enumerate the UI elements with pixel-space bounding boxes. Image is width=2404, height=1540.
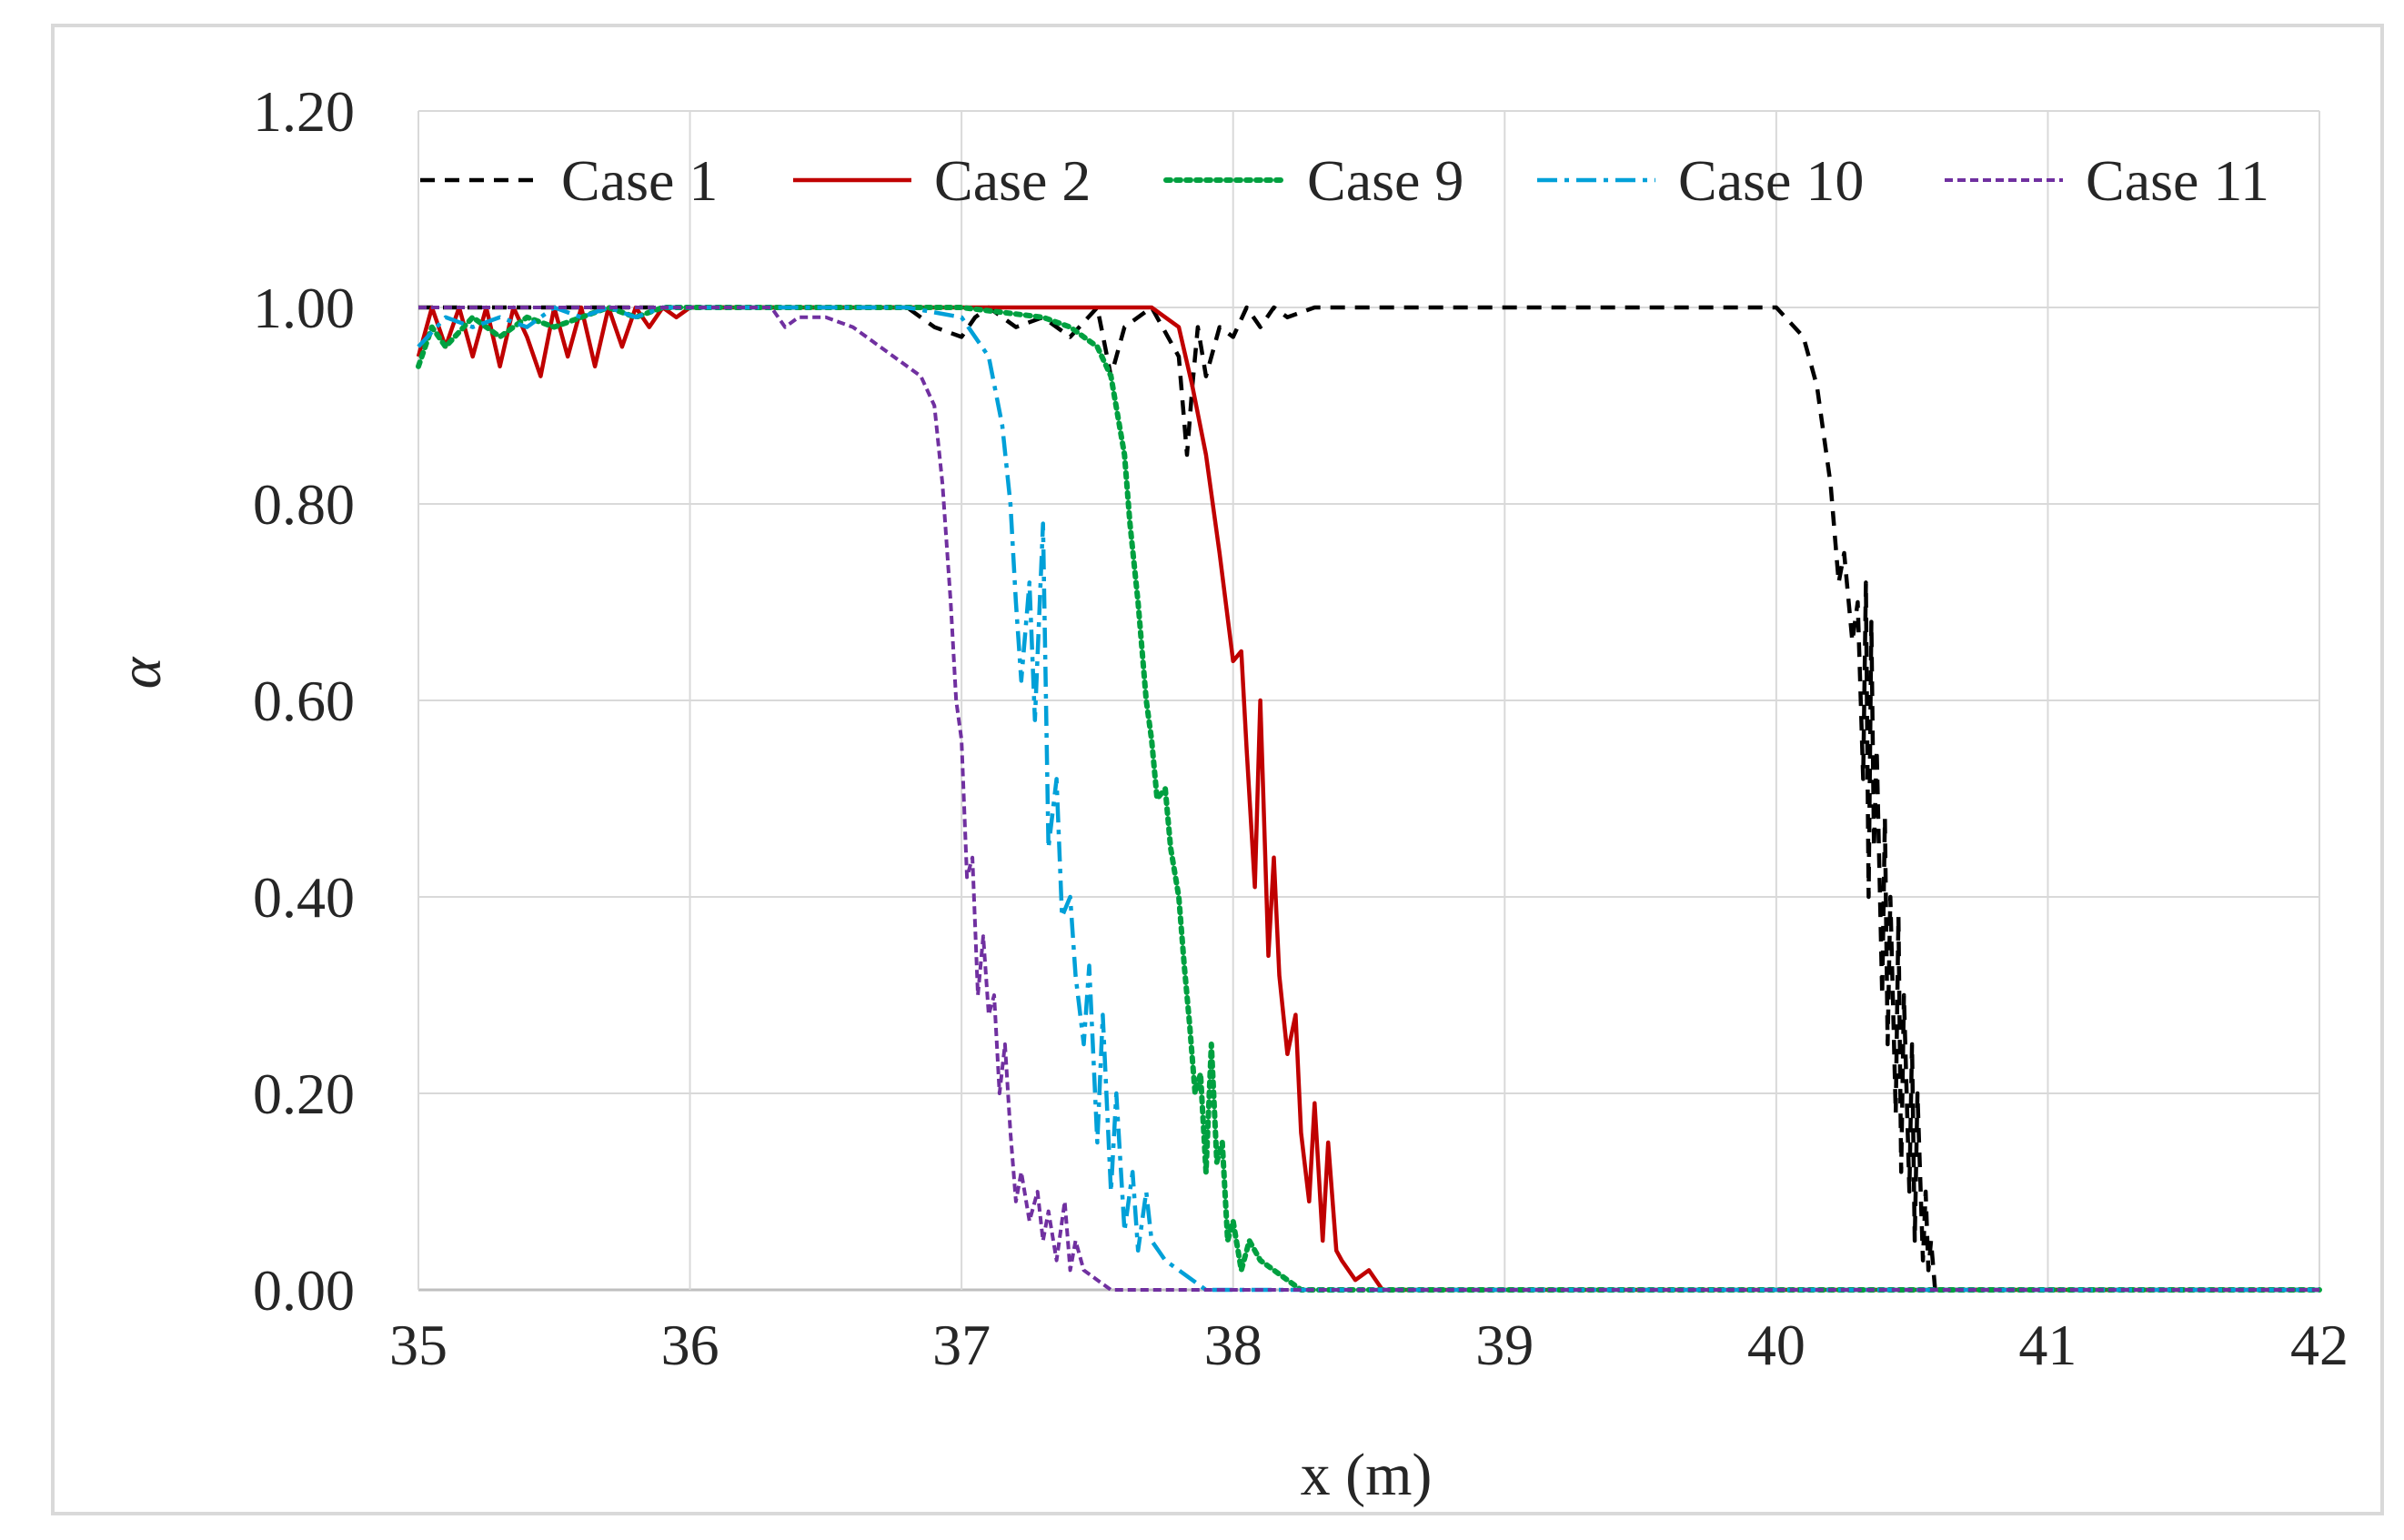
x-tick-label: 42 — [2290, 1313, 2349, 1377]
series-lines — [416, 305, 2322, 1293]
legend-label: Case 2 — [934, 148, 1091, 213]
y-tick-label: 1.00 — [253, 276, 355, 340]
x-tick-label: 39 — [1475, 1313, 1534, 1377]
legend-label: Case 10 — [1678, 148, 1864, 213]
x-tick-label: 38 — [1204, 1313, 1262, 1377]
x-axis-title: x (m) — [1301, 1442, 1433, 1508]
y-tick-label: 0.40 — [253, 865, 355, 930]
y-axis-ticks: 0.00 0.20 0.40 0.60 0.80 1.00 1.20 — [253, 79, 355, 1323]
x-axis-ticks: 35 36 37 38 39 40 41 42 — [389, 1313, 2349, 1377]
series-line-case-2 — [416, 305, 2319, 1293]
x-tick-label: 35 — [389, 1313, 448, 1377]
y-tick-label: 0.00 — [253, 1258, 355, 1323]
chart-frame — [51, 24, 2384, 1515]
series-line-case-10 — [417, 305, 2319, 1293]
series-line-case-9 — [416, 305, 2322, 1293]
series-line-case-11 — [418, 306, 2319, 1292]
y-axis-title: α — [107, 656, 174, 689]
x-tick-label: 37 — [932, 1313, 991, 1377]
legend-label: Case 9 — [1307, 148, 1464, 213]
y-tick-label: 0.20 — [253, 1062, 355, 1126]
x-tick-label: 40 — [1747, 1313, 1806, 1377]
grid — [417, 110, 2320, 1292]
x-tick-label: 36 — [661, 1313, 719, 1377]
legend-label: Case 11 — [2086, 148, 2269, 213]
legend-label: Case 1 — [561, 148, 718, 213]
y-tick-label: 0.60 — [253, 669, 355, 733]
x-tick-label: 41 — [2018, 1313, 2077, 1377]
y-tick-label: 0.80 — [253, 472, 355, 537]
legend: Case 1 Case 2 Case 9 Case 10 Case 11 — [420, 148, 2269, 213]
series-line-case-1 — [418, 305, 2319, 1293]
y-tick-label: 1.20 — [253, 79, 355, 144]
